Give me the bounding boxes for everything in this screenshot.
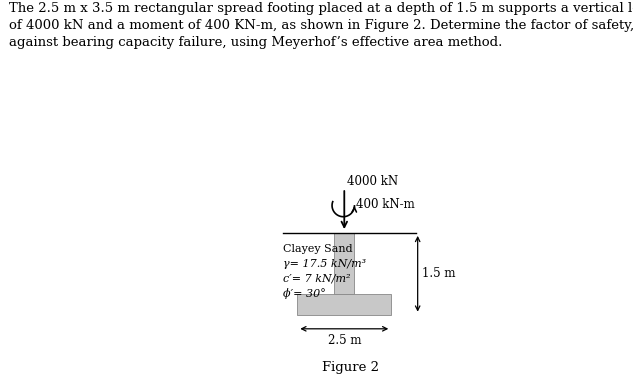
Text: c′= 7 kN/m²: c′= 7 kN/m² <box>283 274 351 283</box>
Text: Clayey Sand: Clayey Sand <box>283 244 353 254</box>
Text: Figure 2: Figure 2 <box>322 361 379 374</box>
Text: 2.5 m: 2.5 m <box>327 334 361 347</box>
Text: 4000 kN: 4000 kN <box>348 175 398 188</box>
Text: ϕ′= 30°: ϕ′= 30° <box>283 288 326 299</box>
Text: The 2.5 m x 3.5 m rectangular spread footing placed at a depth of 1.5 m supports: The 2.5 m x 3.5 m rectangular spread foo… <box>9 2 633 49</box>
Text: γ= 17.5 kN/m³: γ= 17.5 kN/m³ <box>283 259 367 269</box>
Text: 1.5 m: 1.5 m <box>422 267 455 280</box>
Bar <box>298 294 391 314</box>
Text: 400 kN-m: 400 kN-m <box>356 198 415 211</box>
Bar <box>334 233 354 294</box>
